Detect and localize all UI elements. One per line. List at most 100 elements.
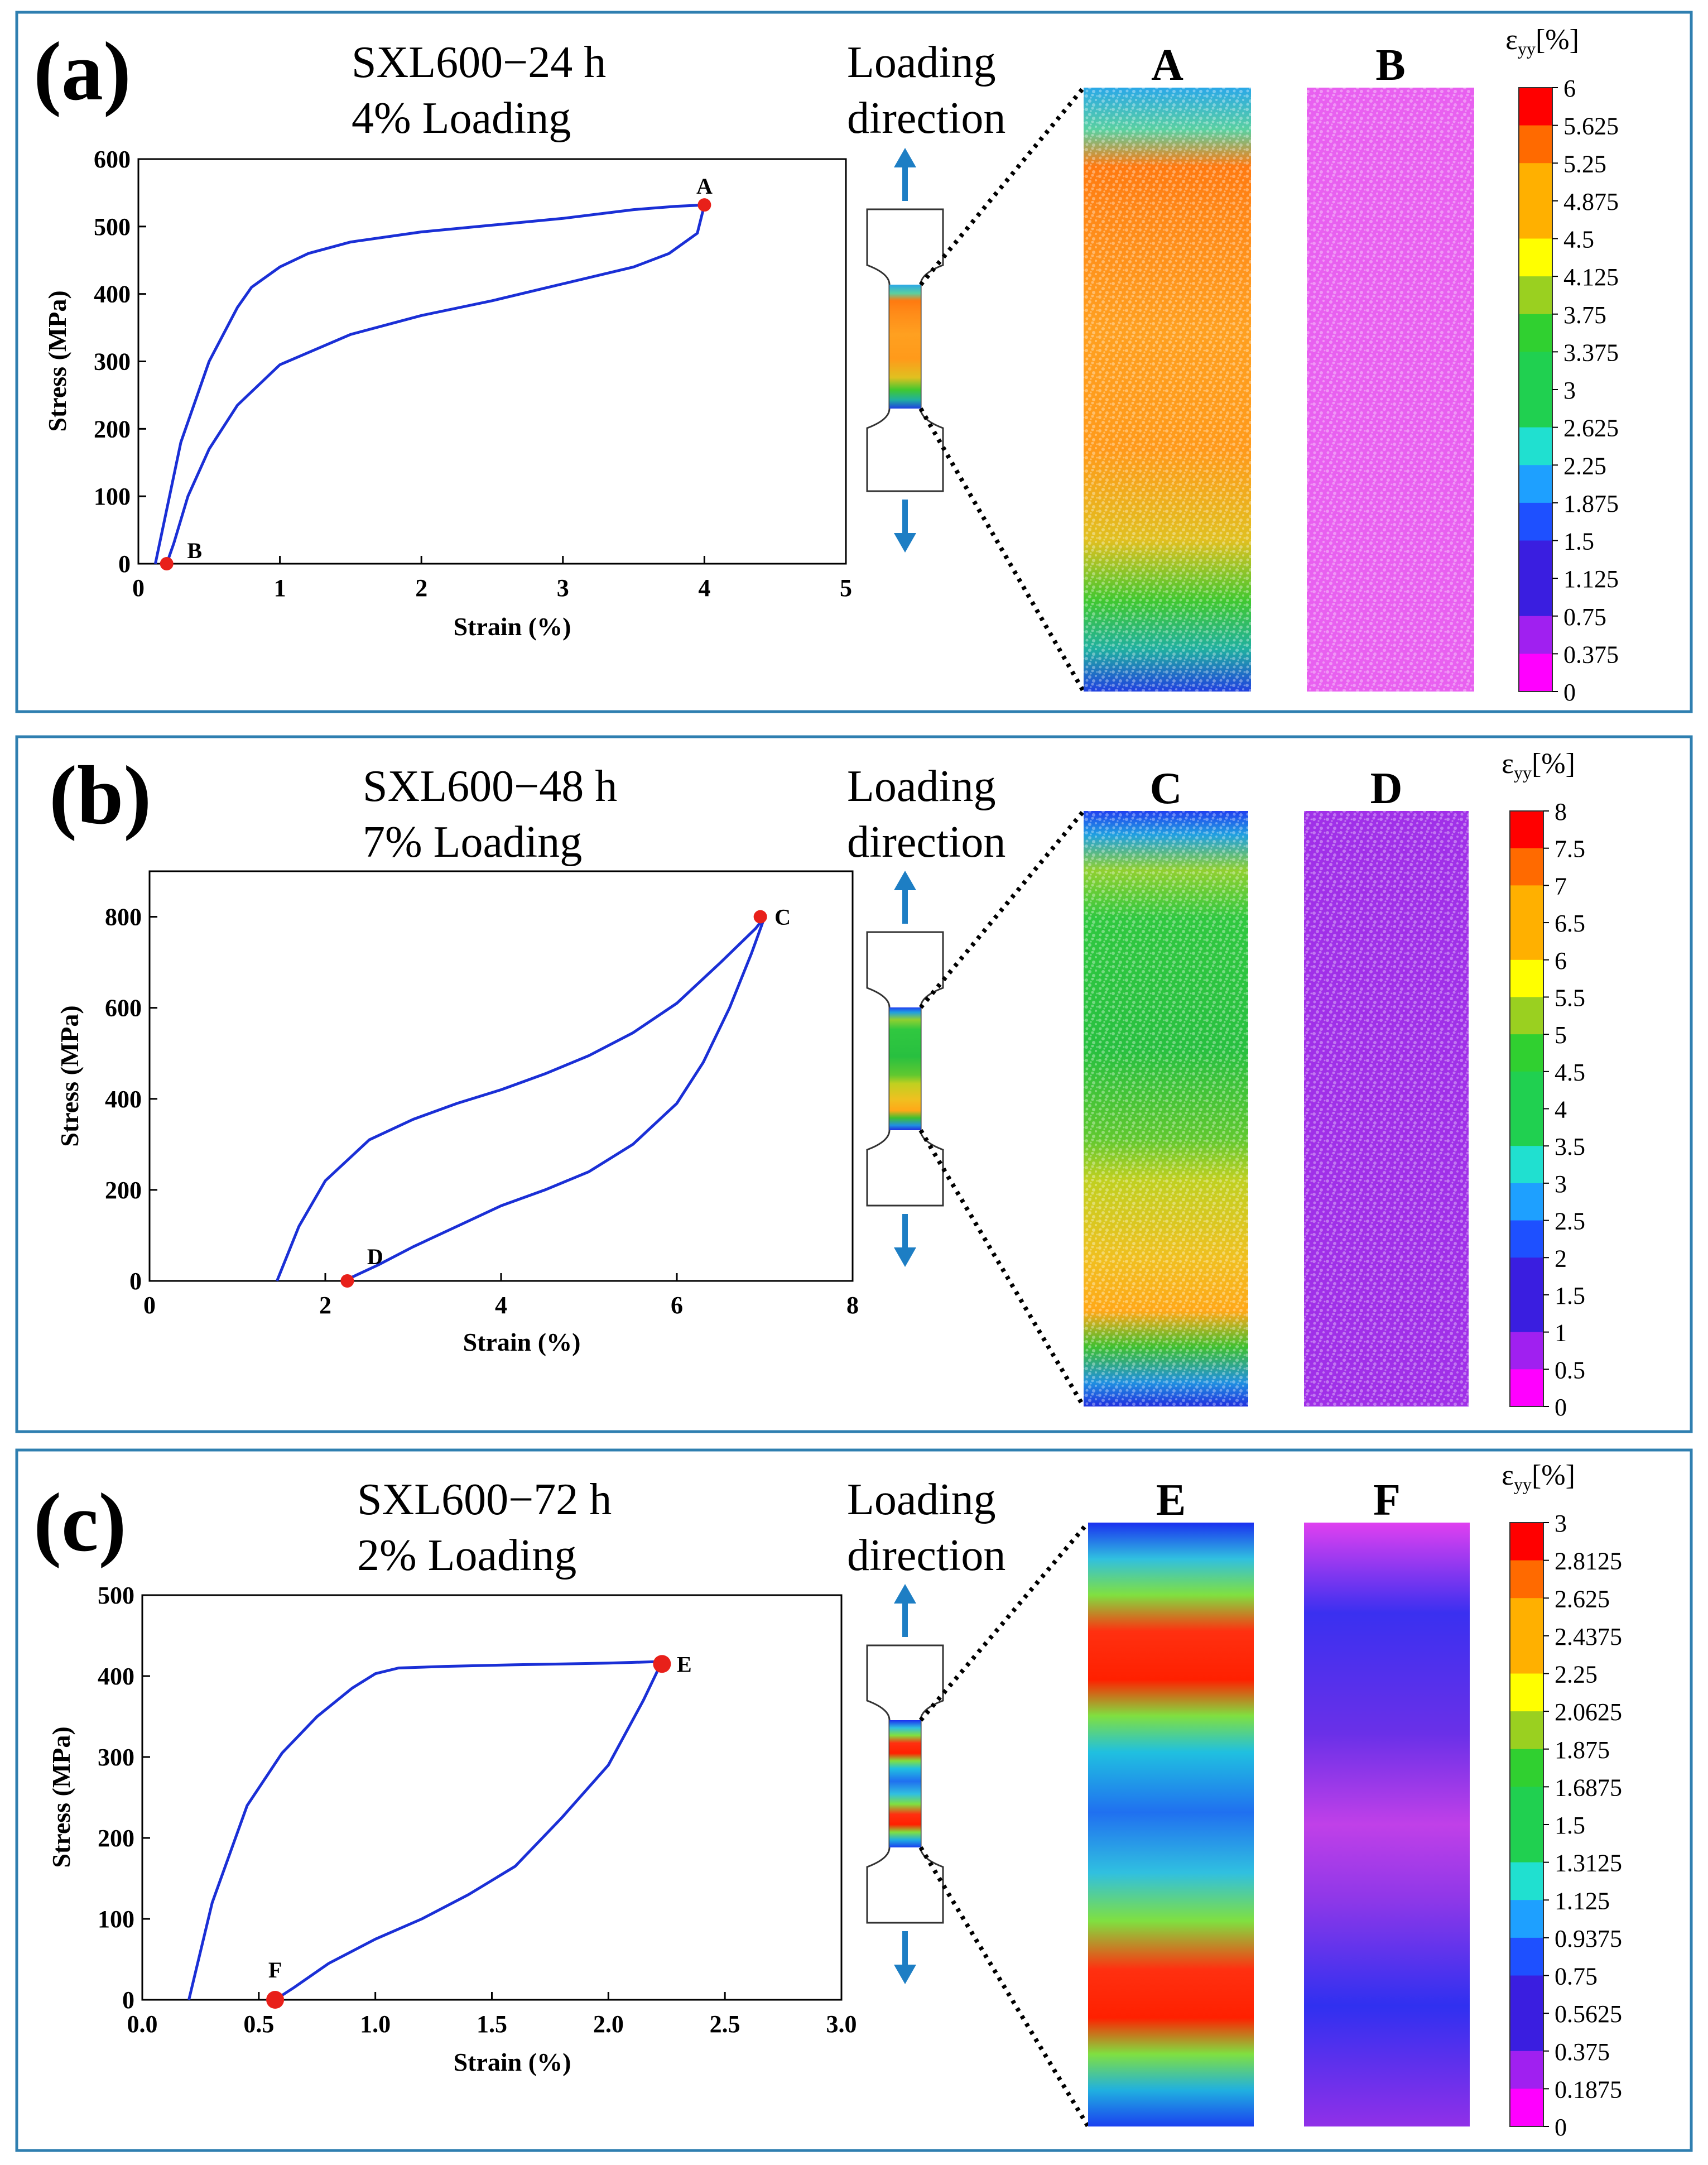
colorbar-tick-label: 2 [1555, 1245, 1567, 1272]
y-tick-label: 800 [105, 904, 142, 931]
colorbar-tick-label: 4.875 [1563, 188, 1619, 215]
colorbar-segment [1510, 1034, 1543, 1072]
specimen-diagram-a: Loading direction [847, 38, 1005, 553]
colorbar-tick-label: 4.5 [1555, 1059, 1585, 1086]
colorbar-tick-label: 5 [1555, 1021, 1567, 1049]
colorbar-tick-label: 0.375 [1563, 641, 1619, 668]
colorbar-tick-label: 5.5 [1555, 984, 1585, 1011]
zoom-line-top [918, 1521, 1090, 1722]
colorbar-title-subscript: yy [1518, 39, 1536, 59]
x-tick-label: 0.0 [127, 2010, 158, 2038]
colorbar-c: 3 2.8125 2.625 2.4375 2.25 2.0625 1.875 1.6875 1… [1502, 1460, 1622, 2141]
speckle-overlay [1307, 88, 1474, 692]
x-axis-title-c: Strain (%) [454, 2048, 571, 2076]
x-tick-label: 3 [557, 574, 569, 602]
x-tick-label: 0 [143, 1292, 156, 1319]
colorbar-tick-label: 6 [1563, 75, 1576, 102]
point-a-marker [697, 198, 711, 212]
colorbar-segment [1519, 502, 1552, 541]
stress-strain-chart-a: 0 1 2 3 4 5 0 100 200 300 400 500 600 A B Strain (%)… [43, 146, 852, 641]
x-tick-label: 4 [495, 1292, 507, 1319]
colorbar-tick-label: 6 [1555, 947, 1567, 975]
panel-a: (a) SXL600−24 h 4% Loading 0 1 2 3 4 5 0 100 20… [15, 11, 1693, 713]
colorbar-segment [1510, 1711, 1543, 1750]
loading-curve-b [276, 915, 766, 1282]
colorbar-tick-label: 2.25 [1555, 1661, 1598, 1688]
x-tick-label: 2.5 [710, 2010, 740, 2038]
colorbar-segment [1519, 352, 1552, 390]
map-label-e: E [1156, 1476, 1186, 1525]
y-tick-label: 100 [98, 1905, 134, 1933]
zoom-line-top [918, 86, 1086, 286]
map-label-a: A [1151, 41, 1183, 90]
colorbar-tick-label: 2.8125 [1555, 1548, 1622, 1575]
y-tick-label: 500 [94, 213, 131, 241]
colorbar-title: εyy[%] [1502, 1460, 1575, 1494]
x-tick-label: 1.0 [360, 2010, 391, 2038]
colorbar-tick-label: 4.5 [1563, 226, 1594, 253]
y-tick-label: 500 [98, 1582, 134, 1609]
colorbar-title: εyy[%] [1505, 24, 1579, 59]
chart-title-line2-b: 7% Loading [363, 818, 582, 867]
colorbar-segment [1510, 1862, 1543, 1900]
colorbar-tick-label: 0.75 [1563, 603, 1606, 631]
colorbar-tick-label: 0.5 [1555, 1356, 1585, 1384]
colorbar-segment [1510, 1369, 1543, 1407]
colorbar-title-subscript: yy [1514, 1474, 1532, 1494]
colorbar-tick-label: 1.5 [1555, 1282, 1585, 1309]
colorbar-tick-label: 0 [1563, 679, 1576, 706]
colorbar-b: 8 7.5 7 6.5 6 5.5 5 4.5 4 3.5 3 2.5 2 1.5 1 0.5 0 εyy[%] [1502, 748, 1585, 1421]
panel-c: (c) SXL600−72 h 2% Loading 0.0 0.5 1.0 1.5 2… [15, 1448, 1693, 2152]
colorbar-segment [1510, 1975, 1543, 2014]
colorbar-tick-label: 1.5 [1555, 1812, 1585, 1839]
y-tick-label: 600 [105, 995, 142, 1022]
plot-area-c [141, 1594, 843, 2001]
colorbar-tick-label: 0 [1555, 1394, 1567, 1421]
colorbar-segment [1510, 1146, 1543, 1184]
colorbar-segment [1519, 238, 1552, 277]
y-tick-label: 0 [129, 1268, 142, 1295]
colorbar-segment [1519, 314, 1552, 352]
colorbar-tick-label: 0 [1555, 2114, 1567, 2141]
arrow-up-icon [894, 148, 916, 167]
colorbar-segment [1519, 427, 1552, 465]
y-tick-label: 300 [98, 1744, 134, 1771]
colorbar-segment [1510, 2089, 1543, 2127]
colorbar-tick-label: 3 [1563, 377, 1576, 404]
point-c-marker [753, 910, 767, 924]
x-tick-label: 5 [840, 574, 852, 602]
colorbar-tick-label: 8 [1555, 798, 1567, 825]
panel-label-c: (c) [33, 1476, 126, 1569]
colorbar-segment [1510, 997, 1543, 1035]
colorbar-segment [1519, 616, 1552, 654]
colorbar-tick-label: 4.125 [1563, 263, 1619, 291]
colorbar-segment [1510, 1220, 1543, 1258]
colorbar-title-unit: [%] [1532, 748, 1575, 780]
colorbar-title-unit: [%] [1532, 1460, 1575, 1491]
map-label-d: D [1370, 764, 1403, 813]
colorbar-tick-label: 1.125 [1555, 1887, 1610, 1914]
colorbar-segment [1510, 811, 1543, 849]
colorbar-segment [1510, 1825, 1543, 1863]
colorbar-segment [1519, 654, 1552, 692]
colorbar-segment [1510, 2013, 1543, 2052]
y-tick-label: 400 [94, 281, 131, 308]
colorbar-segment [1519, 390, 1552, 428]
arrow-down-icon [894, 533, 916, 553]
colorbar-segment [1510, 885, 1543, 923]
colorbar-segment [1510, 1183, 1543, 1221]
chart-title-line1-a: SXL600−24 h [352, 38, 606, 87]
colorbar-tick-label: 1.875 [1563, 490, 1619, 517]
colorbar-segment [1510, 1294, 1543, 1333]
colorbar-segment [1510, 1560, 1543, 1598]
point-e-marker [653, 1655, 671, 1673]
specimen-gauge-strain [889, 285, 921, 409]
colorbar-tick-label: 1.3125 [1555, 1850, 1622, 1877]
colorbar-tick-label: 1.875 [1555, 1736, 1610, 1764]
colorbar-segment [1510, 1673, 1543, 1712]
x-axis-title-a: Strain (%) [454, 612, 571, 641]
loading-curve-a [153, 203, 706, 564]
arrow-down-icon [894, 1247, 916, 1267]
